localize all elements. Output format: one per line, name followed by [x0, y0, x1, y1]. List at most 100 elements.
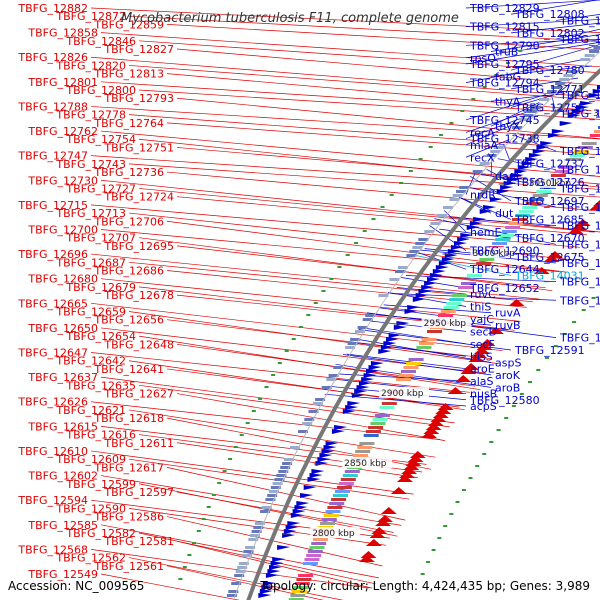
right-gene-label[interactable]: TBFG_12795 — [469, 58, 540, 71]
left-gene-label[interactable]: TBFG_12602 — [27, 470, 98, 483]
left-gene-label[interactable]: TBFG_12762 — [27, 125, 98, 138]
left-gene-label[interactable]: TBFG_12801 — [27, 76, 98, 89]
left-gene-label[interactable]: TBFG_12656 — [93, 314, 164, 327]
left-gene-label[interactable]: TBFG_12635 — [65, 379, 136, 392]
right-gene-label[interactable]: TBFG_12644 — [469, 263, 540, 276]
right-gene-label[interactable]: TBFG_12824 — [559, 14, 600, 27]
right-gene-label[interactable]: TBFG_12711 — [559, 201, 600, 214]
right-gene-label[interactable]: nusB — [470, 388, 497, 401]
left-gene-label[interactable]: TBFG_12679 — [65, 281, 136, 294]
right-gene-label[interactable]: TBFG_12685 — [514, 213, 585, 226]
right-gene-label[interactable]: fabG — [495, 70, 521, 83]
left-gene-label[interactable]: TBFG_12713 — [55, 207, 126, 220]
right-gene-label[interactable]: TBFG_12738 — [469, 133, 540, 146]
right-gene-label[interactable]: TBFG_12720 — [559, 164, 600, 177]
left-gene-label[interactable]: TBFG_12736 — [93, 166, 164, 179]
left-gene-label[interactable]: TBFG_12846 — [65, 35, 136, 48]
left-gene-label[interactable]: TBFG_12778 — [55, 109, 126, 122]
right-gene-label[interactable]: TBFG_12702 — [559, 220, 600, 233]
right-gene-label[interactable]: TBFG_12652 — [469, 282, 540, 295]
left-gene-label[interactable]: TBFG_12581 — [103, 535, 174, 548]
right-gene-label[interactable]: dapF — [495, 170, 522, 183]
right-gene-label[interactable]: TBFG_12580 — [469, 394, 540, 407]
right-gene-label[interactable]: thyX — [495, 120, 521, 133]
left-gene-label[interactable]: TBFG_12820 — [55, 59, 126, 72]
left-gene-label[interactable]: TBFG_12650 — [27, 322, 98, 335]
left-gene-label[interactable]: TBFG_12561 — [93, 560, 164, 573]
left-gene-label[interactable]: TBFG_12582 — [65, 527, 136, 540]
left-gene-label[interactable]: TBFG_12686 — [93, 264, 164, 277]
right-gene-label[interactable]: TBFG_12632 — [559, 276, 600, 289]
left-gene-label[interactable]: TBFG_12621 — [55, 404, 126, 417]
right-gene-label[interactable]: TBFG_12815 — [469, 21, 540, 34]
right-gene-label[interactable]: TBFG_12591 — [514, 344, 585, 357]
right-gene-label[interactable]: TBFG_12737 — [514, 157, 585, 170]
right-gene-label[interactable]: TBFG_12808 — [514, 8, 585, 21]
left-gene-label[interactable]: TBFG_12659 — [55, 306, 126, 319]
left-gene-label[interactable]: TBFG_12788 — [17, 100, 88, 113]
right-gene-label[interactable]: TBFG_12829 — [469, 2, 540, 15]
left-gene-label[interactable]: TBFG_12859 — [93, 18, 164, 31]
right-gene-label[interactable]: thyA — [495, 95, 521, 108]
left-gene-label[interactable]: TBFG_12568 — [17, 543, 88, 556]
left-gene-label[interactable]: TBFG_12590 — [55, 502, 126, 515]
right-gene-label[interactable]: TBFG_12771 — [514, 83, 585, 96]
left-gene-label[interactable]: TBFG_12597 — [103, 486, 174, 499]
left-gene-label[interactable]: TBFG_12754 — [65, 133, 136, 146]
left-gene-label[interactable]: TBFG_12616 — [65, 429, 136, 442]
left-gene-label[interactable]: TBFG_12707 — [65, 232, 136, 245]
left-gene-label[interactable]: TBFG_12680 — [27, 273, 98, 286]
right-gene-label[interactable]: aspS — [495, 356, 521, 369]
left-gene-label[interactable]: TBFG_12743 — [55, 158, 126, 171]
left-gene-label[interactable]: TBFG_12687 — [55, 256, 126, 269]
left-gene-label[interactable]: TBFG_12609 — [55, 453, 126, 466]
right-gene-label[interactable]: miaA — [470, 139, 499, 152]
right-gene-label[interactable]: TBFG_12704 — [559, 182, 600, 195]
left-gene-label[interactable]: TBFG_12594 — [17, 494, 88, 507]
left-gene-label[interactable]: TBFG_12678 — [103, 289, 174, 302]
right-gene-label[interactable]: thiS — [470, 301, 491, 314]
right-gene-label[interactable]: TBFG_12731 — [559, 145, 600, 158]
left-gene-label[interactable]: TBFG_12611 — [103, 437, 174, 450]
left-gene-label[interactable]: TBFG_12610 — [17, 445, 88, 458]
right-gene-label[interactable]: hemE — [470, 226, 501, 239]
right-gene-label[interactable]: hisS — [470, 350, 493, 363]
left-gene-label[interactable]: TBFG_12665 — [17, 297, 88, 310]
right-gene-label[interactable]: dut — [495, 207, 514, 220]
right-gene-label[interactable]: TBFG_12802 — [514, 27, 585, 40]
right-gene-label[interactable]: yajC — [470, 313, 494, 326]
left-gene-label[interactable]: TBFG_12747 — [17, 150, 88, 163]
right-gene-label[interactable]: TBFG_12755 — [514, 102, 585, 115]
left-gene-label[interactable]: TBFG_12715 — [17, 199, 88, 212]
right-gene-label[interactable]: TBFG_12666 — [559, 238, 600, 251]
left-gene-label[interactable]: TBFG_12813 — [93, 68, 164, 81]
right-gene-label[interactable]: TBFG_12794 — [469, 77, 540, 90]
left-gene-label[interactable]: TBFG_12764 — [93, 117, 164, 130]
right-gene-label[interactable]: TBFG_12780 — [514, 64, 585, 77]
right-gene-label[interactable]: truB — [495, 46, 518, 59]
right-gene-label[interactable]: secF — [470, 338, 495, 351]
left-gene-label[interactable]: TBFG_12695 — [103, 240, 174, 253]
right-gene-label[interactable]: recA — [470, 126, 495, 139]
left-gene-label[interactable]: TBFG_12637 — [27, 371, 98, 384]
left-gene-label[interactable]: TBFG_12642 — [55, 355, 126, 368]
highlighted-gene-label[interactable]: TBFG_14031 — [514, 269, 585, 282]
right-gene-label[interactable]: TBFG_12697 — [514, 195, 585, 208]
left-gene-label[interactable]: TBFG_12618 — [93, 412, 164, 425]
left-gene-label[interactable]: TBFG_12827 — [103, 43, 174, 56]
right-gene-label[interactable]: TBFG_12601 — [559, 332, 600, 345]
right-gene-label[interactable]: TBFG_12675 — [514, 251, 585, 264]
right-gene-label[interactable]: TBFG_12765 — [559, 89, 600, 102]
left-gene-label[interactable]: TBFG_12586 — [93, 511, 164, 524]
left-gene-label[interactable]: TBFG_12615 — [27, 420, 98, 433]
left-gene-label[interactable]: TBFG_12858 — [27, 27, 98, 40]
left-gene-label[interactable]: TBFG_12585 — [27, 519, 98, 532]
left-gene-label[interactable]: TBFG_12751 — [103, 141, 174, 154]
right-gene-label[interactable]: aroE — [470, 363, 495, 376]
left-gene-label[interactable]: TBFG_12826 — [17, 51, 88, 64]
right-gene-label[interactable]: aroK — [495, 369, 521, 382]
right-gene-label[interactable]: secD — [470, 325, 497, 338]
right-gene-label[interactable]: TBFG_12636 — [559, 294, 600, 307]
right-gene-label[interactable]: alaS — [470, 375, 494, 388]
left-gene-label[interactable]: TBFG_12730 — [27, 174, 98, 187]
